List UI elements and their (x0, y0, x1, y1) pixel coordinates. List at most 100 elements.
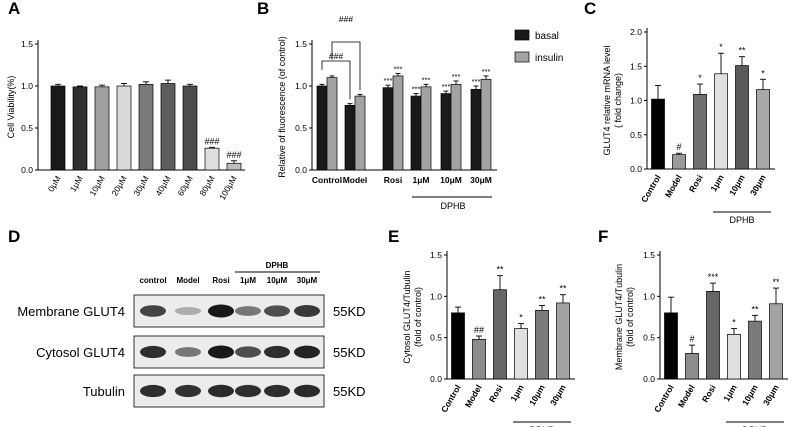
x-tick-label: 60μM (175, 174, 194, 198)
y-axis-label: Membrane GLUT4/Tubulin (614, 264, 624, 370)
bar (672, 154, 686, 170)
y-tick-label: 1.0 (630, 96, 642, 106)
group-label: DPHB (729, 215, 754, 225)
blot-row-label: Tubulin (83, 384, 125, 399)
group-label: DPHB (440, 201, 465, 211)
blot-band (140, 384, 166, 398)
significance-label: *** (442, 82, 451, 91)
x-tick-label: 30μM (470, 175, 492, 185)
y-tick-label: 0.5 (21, 123, 33, 133)
legend-swatch (514, 51, 530, 63)
bar-basal (382, 87, 394, 171)
significance-label: *** (452, 72, 461, 81)
panel-letter: F (598, 227, 608, 246)
y-tick-label: 1.5 (630, 61, 642, 71)
y-tick-label: 0.0 (295, 165, 307, 175)
blot-band (175, 306, 201, 316)
bar (693, 93, 707, 170)
significance-label: ** (738, 46, 746, 56)
blot-band (140, 305, 166, 317)
bar (706, 291, 720, 380)
significance-label: * (719, 42, 723, 52)
blot-row-label: Membrane GLUT4 (17, 304, 125, 319)
y-axis-label: GLUT4 relative mRNA level (602, 45, 612, 155)
bar (514, 328, 528, 380)
blot-band (294, 345, 320, 359)
y-tick-label: 0.0 (21, 165, 33, 175)
y-tick-label: 0.5 (630, 130, 642, 140)
x-tick-label: Model (463, 383, 484, 409)
bar (651, 98, 665, 170)
significance-label: ** (751, 304, 759, 314)
y-axis-label-secondary: (fold of control) (413, 287, 423, 347)
y-tick-label: 1.5 (643, 250, 655, 260)
significance-label: ** (772, 277, 780, 287)
x-tick-label: Control (639, 173, 663, 204)
blot-size-label: 55KD (333, 384, 366, 399)
x-tick-label: 1μm (708, 173, 726, 194)
significance-bracket (331, 41, 361, 91)
bar (714, 73, 728, 170)
blot-band (264, 384, 290, 398)
y-axis-label-secondary: (fold of control) (625, 287, 635, 347)
x-tick-label: Model (676, 383, 697, 409)
bar-basal (470, 89, 482, 171)
y-axis-label: Cell Viability(%) (6, 76, 16, 139)
blot-band (235, 306, 261, 316)
significance-label: * (698, 73, 702, 83)
significance-label: ** (538, 294, 546, 304)
legend-label: basal (535, 31, 559, 42)
bar (451, 312, 465, 380)
bar-insulin (420, 86, 432, 171)
bar-insulin (326, 77, 338, 171)
y-axis-label-secondary: ( fold change) (613, 73, 623, 128)
significance-bracket (321, 60, 351, 100)
panel-letter: D (8, 227, 20, 246)
y-tick-label: 0.0 (430, 374, 442, 384)
blot-band (140, 345, 166, 359)
bar (94, 86, 110, 171)
lane-label: 1μM (240, 276, 256, 285)
y-tick-label: 0.5 (643, 333, 655, 343)
bar-insulin (354, 95, 366, 171)
significance-label: * (732, 318, 736, 328)
lane-label: Rosi (212, 276, 229, 285)
blot-band (208, 345, 234, 359)
panel-letter: C (584, 0, 596, 18)
blot-band (264, 345, 290, 359)
blot-band (235, 384, 261, 398)
group-label: DPHB (266, 261, 289, 270)
bar (664, 312, 678, 380)
bar (50, 85, 66, 171)
bar-insulin (450, 83, 462, 171)
y-tick-label: 1.0 (295, 81, 307, 91)
blot-size-label: 55KD (333, 304, 366, 319)
x-tick-label: 1μm (508, 383, 526, 404)
significance-label: ** (496, 265, 504, 275)
bar (556, 302, 570, 380)
x-tick-label: Control (652, 383, 676, 414)
x-tick-label: 20μM (109, 174, 128, 198)
x-tick-label: 100μM (217, 174, 239, 202)
x-tick-label: 30μm (748, 173, 768, 198)
blot-band (294, 305, 320, 317)
x-tick-label: Model (663, 173, 684, 199)
y-tick-label: 0.5 (295, 123, 307, 133)
significance-label: ### (204, 136, 219, 146)
x-tick-label: Control (312, 175, 342, 185)
significance-label: *** (472, 77, 481, 86)
bar (204, 147, 220, 171)
x-tick-label: 10μM (87, 174, 106, 198)
x-tick-label: 10μm (527, 383, 547, 408)
lane-label: Model (176, 276, 199, 285)
x-tick-label: 0μM (46, 174, 63, 193)
significance-label: *** (412, 85, 421, 94)
blot-band (208, 384, 234, 398)
legend-swatch (514, 29, 530, 41)
blot-band (294, 384, 320, 398)
y-tick-label: 1.0 (21, 81, 33, 91)
x-tick-label: Rosi (687, 173, 705, 194)
y-tick-label: 0.0 (630, 164, 642, 174)
y-tick-label: 1.0 (643, 291, 655, 301)
